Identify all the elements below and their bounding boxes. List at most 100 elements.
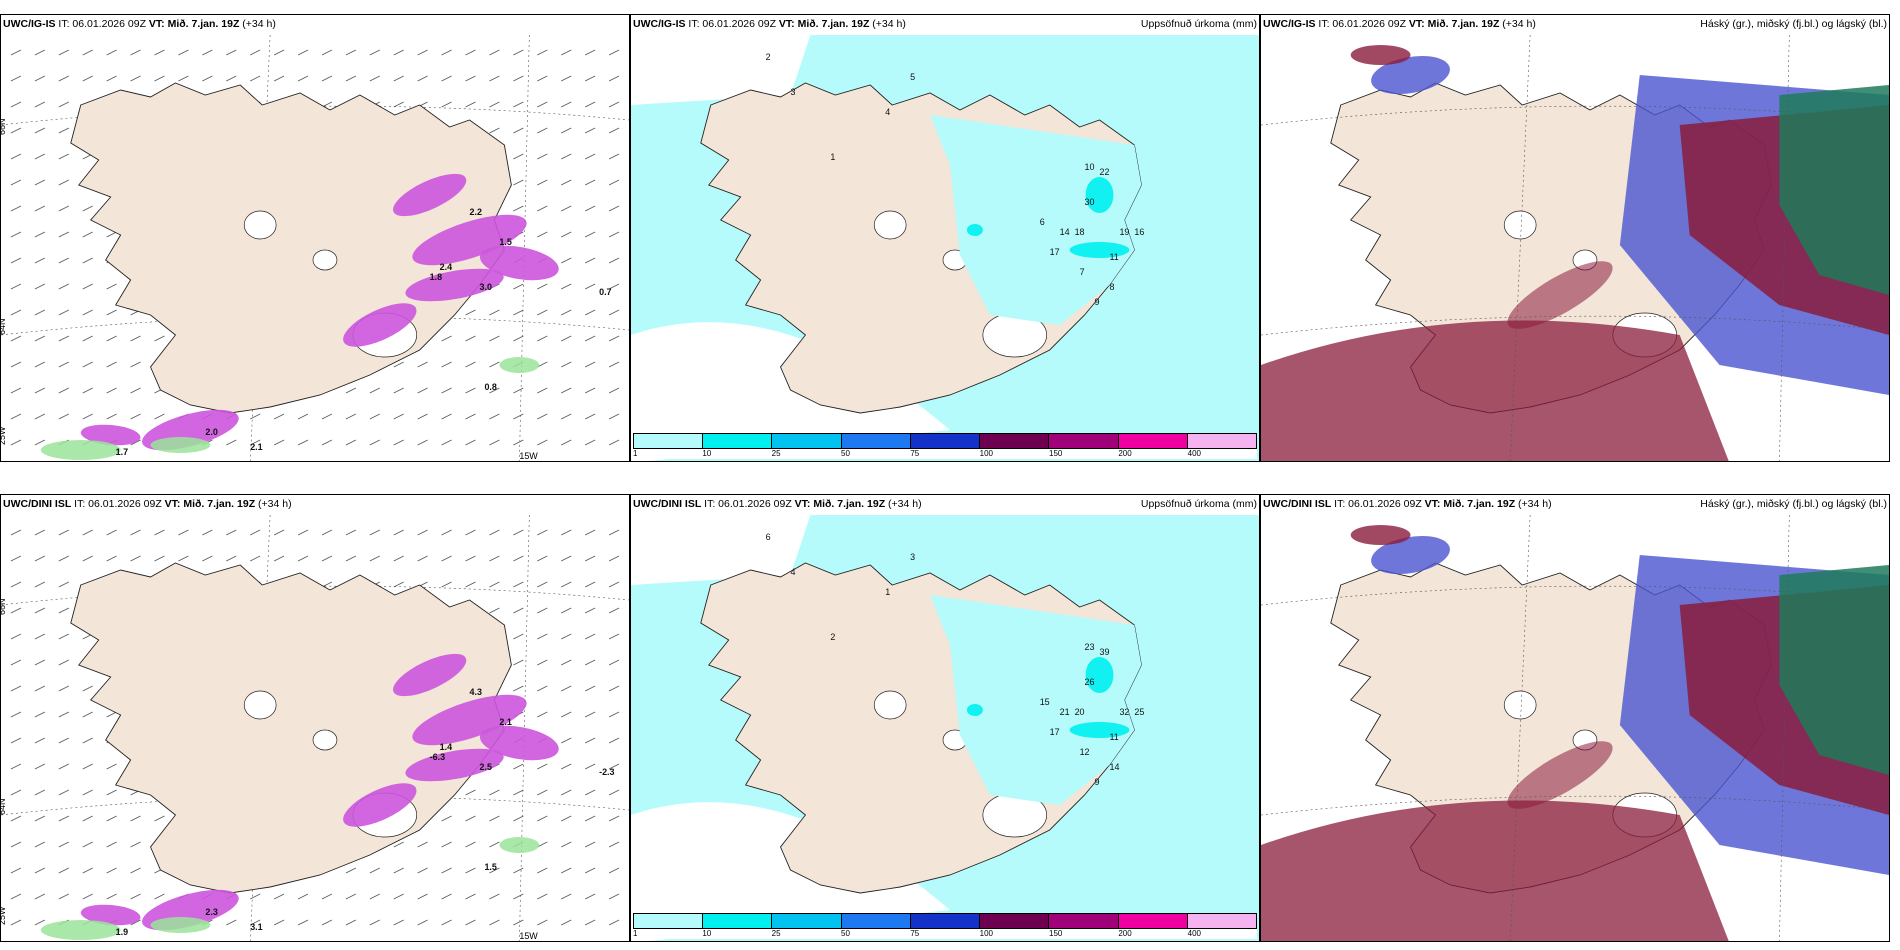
wind-barb [82,231,93,238]
wind-barb [297,555,309,562]
wind-barb [345,439,357,446]
wind-barb [489,49,500,56]
wind-barb [584,179,596,186]
wind-barb [608,413,620,420]
wind-barb [441,75,452,82]
wind-barb [513,893,524,900]
wind-barb [417,387,428,394]
wind-barb [34,555,46,562]
wind-barb [130,49,141,56]
wind-barb [513,283,524,290]
wind-barb [417,841,428,848]
wind-barb [10,231,22,238]
wind-barb [513,309,524,316]
wind-barb [250,555,261,562]
wind-barb [561,205,572,212]
wind-barb [58,153,69,160]
wind-barb [178,555,189,562]
colorbar-tick-label: 75 [910,449,920,458]
precip-heavy-blob [1069,722,1130,738]
wind-barb [465,387,476,394]
precip-value-label: 12 [1080,747,1090,757]
precip-value-label: 11 [1109,732,1118,742]
panel-header: UWC/IG-IS IT: 06.01.2026 09Z VT: Mið. 7.… [1261,15,1889,35]
wind-barb [537,763,548,770]
colorbar-tick-label: 25 [771,929,781,938]
wind-barb [513,919,524,926]
wind-barb [465,581,476,588]
precip-value-label: 23 [1085,642,1095,652]
wind-barb [82,763,93,770]
model-name: UWC/IG-IS [1263,18,1316,30]
low-cloud-blob [1371,535,1450,575]
wind-barb [489,841,500,848]
wind-barb [584,555,596,562]
precip-value-label: 14 [1060,227,1070,237]
wind-barb [10,529,22,536]
wind-barb [345,867,357,874]
wind-barb [393,49,404,56]
wind-barb [82,335,93,342]
precip-value-label: 6 [1040,217,1045,227]
wind-barb [10,205,22,212]
wind-barb [10,555,22,562]
wind-barb [465,815,476,822]
wind-barb [154,75,165,82]
wind-barb [250,49,261,56]
wind-barb [250,75,261,82]
wind-barb [561,127,572,134]
wind-barb [561,75,572,82]
wind-barb [106,893,117,900]
high-cloud-area [1261,800,1729,941]
wind-barb [34,283,46,290]
precip-value-label: 9 [1095,777,1100,787]
wind-barb [393,581,404,588]
wind-barb [345,529,357,536]
wind-barb [489,919,500,926]
wind-barb [513,867,524,874]
colorbar-tick-label: 150 [1049,929,1063,938]
wind-barb [608,335,620,342]
wind-barb [10,309,22,316]
wind-barb [106,529,117,536]
init-time: IT: 06.01.2026 09Z [74,498,162,510]
wind-barb [584,789,596,796]
wind-barb [297,75,309,82]
wind-barb [34,127,46,134]
precip-value-label: 6 [766,532,771,542]
wind-barb [10,737,22,744]
wind-barb [561,763,572,770]
wind-barb [608,231,620,238]
wind-barb [393,75,404,82]
colorbar-cell [772,434,842,448]
wind-barb [441,529,452,536]
graticule [1261,515,1889,941]
wind-barb [584,231,596,238]
wind-value-label: -2.3 [599,767,614,777]
wind-barb [513,101,524,108]
snow-rate-blob [499,837,540,853]
wind-panel-igis: UWC/IG-IS IT: 06.01.2026 09Z VT: Mið. 7.… [0,14,630,462]
precip-value-label: 2 [830,632,835,642]
wind-barb [584,893,596,900]
wind-barb [465,309,476,316]
wind-barb [608,205,620,212]
wind-barb [513,555,524,562]
wind-barb [58,387,69,394]
wind-barb [465,919,476,926]
wind-barb [10,257,22,264]
init-time: IT: 06.01.2026 09Z [688,18,776,30]
wind-barb [34,153,46,160]
wind-barb [489,309,500,316]
wind-barb [513,335,524,342]
wind-barb [226,75,237,82]
wind-barb [537,335,548,342]
wind-value-label: 3.0 [479,282,491,292]
wind-barb [561,789,572,796]
wind-barb [34,75,46,82]
wind-barb [10,789,22,796]
wind-barb [34,309,46,316]
wind-barb [58,309,69,316]
colorbar-tick-label: 25 [771,449,781,458]
snow-rate-blob [150,437,211,453]
